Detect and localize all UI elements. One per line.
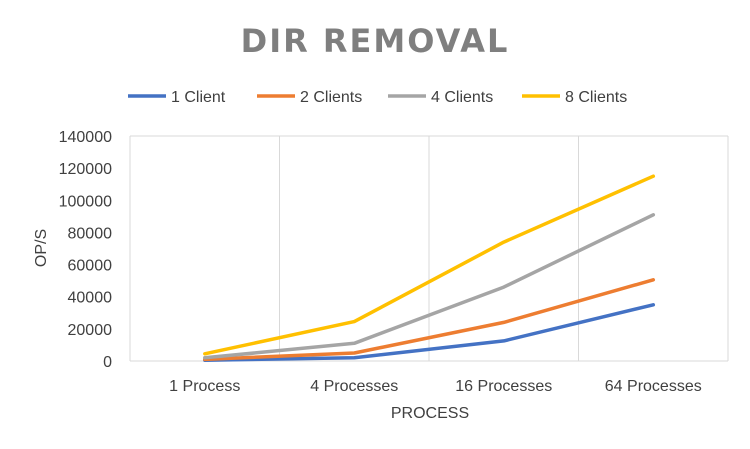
- series-line: [203, 213, 656, 360]
- y-axis-title: OP/S: [33, 229, 50, 267]
- y-axis: 0 20000 40000 60000 80000 100000 120000 140000: [59, 129, 112, 371]
- y-tick-label: 80000: [68, 225, 113, 242]
- x-tick-label: 16 Processes: [455, 378, 552, 395]
- y-tick-label: 60000: [68, 258, 113, 275]
- gridlines: [129, 135, 729, 362]
- legend-label: 2 Clients: [300, 89, 362, 106]
- x-axis: 1 Process 4 Processes 16 Processes 64 Proce…: [169, 378, 702, 395]
- legend-label: 1 Client: [171, 89, 226, 106]
- y-tick-label: 100000: [59, 193, 112, 210]
- legend-label: 8 Clients: [565, 89, 627, 106]
- legend: 1 Client 2 Clients 4 Clients 8 Clients: [128, 89, 627, 106]
- x-tick-label: 1 Process: [169, 378, 240, 395]
- series-line: [203, 174, 656, 356]
- x-tick-label: 4 Processes: [310, 378, 398, 395]
- y-tick-label: 140000: [59, 129, 112, 146]
- legend-label: 4 Clients: [431, 89, 493, 106]
- series-line: [203, 303, 656, 362]
- x-tick-label: 64 Processes: [605, 378, 702, 395]
- chart-title: DIR REMOVAL: [241, 22, 510, 60]
- x-axis-title: PROCESS: [391, 405, 469, 422]
- y-tick-label: 20000: [68, 322, 113, 339]
- series-line: [203, 278, 656, 362]
- plot-area: [203, 174, 656, 362]
- y-tick-label: 0: [103, 354, 112, 371]
- y-tick-label: 40000: [68, 290, 113, 307]
- y-tick-label: 120000: [59, 161, 112, 178]
